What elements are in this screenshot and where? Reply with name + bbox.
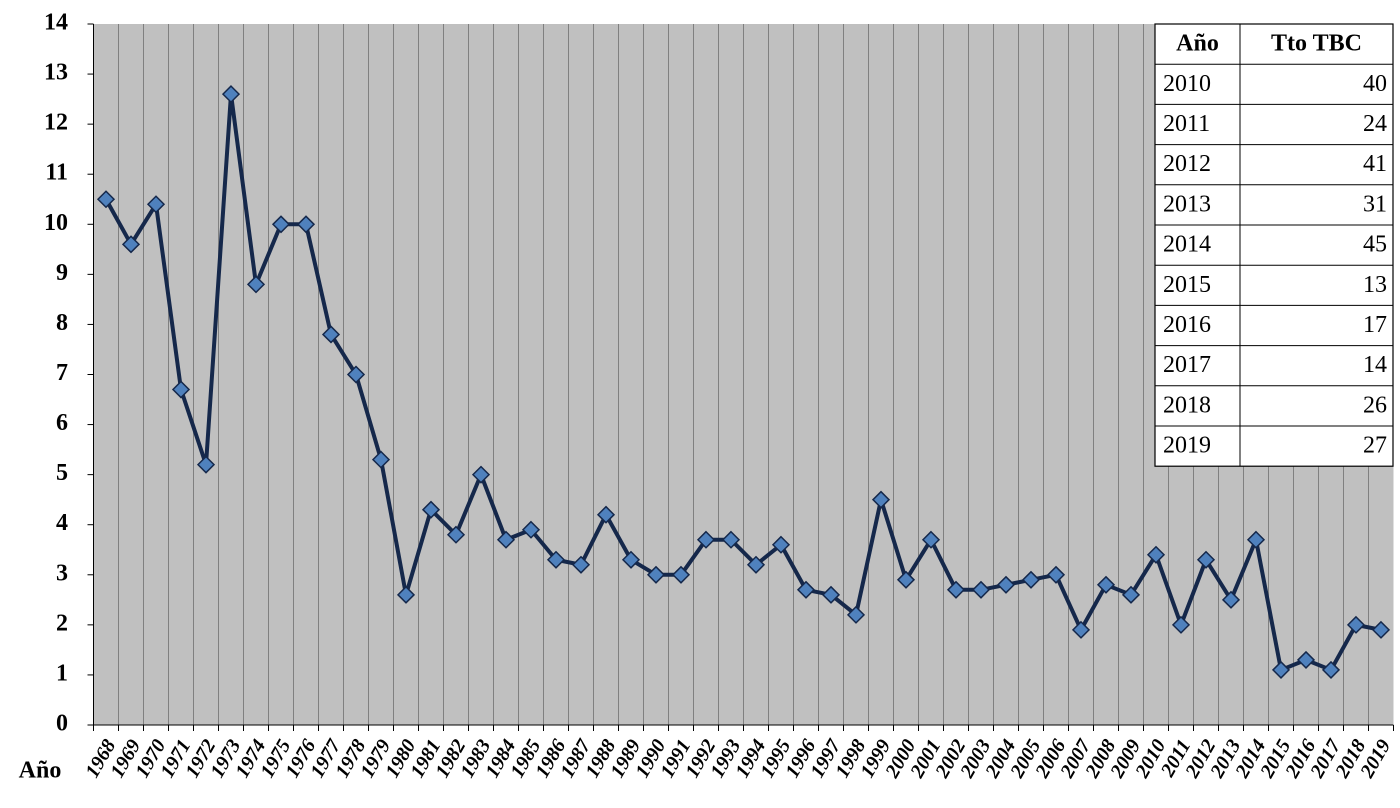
table-header: Tto TBC [1271,31,1362,57]
data-marker [1071,620,1091,639]
data-marker [371,450,391,469]
table-bg [1154,23,1394,467]
data-marker [1121,585,1141,604]
data-marker [271,215,291,234]
data-marker [1246,530,1266,549]
table-cell: 2019 [1163,433,1211,459]
data-marker [321,325,341,344]
y-tick-label: 12 [44,110,68,136]
table-cell: 17 [1363,312,1387,338]
data-marker [1171,615,1191,634]
table-cell: 31 [1363,191,1387,217]
data-marker [696,530,716,549]
data-marker [446,525,466,544]
data-marker [1271,660,1291,679]
data-marker [421,500,441,519]
data-marker [121,235,141,254]
data-marker [1146,545,1166,564]
y-tick-label: 4 [56,510,68,536]
data-marker [971,580,991,599]
table-cell: 2012 [1163,151,1211,177]
data-marker [546,550,566,569]
data-marker [646,565,666,584]
data-marker [921,530,941,549]
y-tick-label: 0 [56,711,68,737]
table-cell: 26 [1363,392,1387,418]
data-marker [1221,590,1241,609]
data-marker [521,520,541,539]
data-line [104,92,1382,672]
data-marker [996,575,1016,594]
data-marker [846,605,866,624]
y-tick-label: 14 [44,10,68,36]
table-header: Año [1176,31,1219,57]
data-marker [96,190,116,209]
table-cell: 2016 [1163,312,1211,338]
y-tick-label: 11 [45,160,68,186]
data-marker [871,490,891,509]
data-marker [896,570,916,589]
y-tick-label: 8 [56,310,68,336]
data-marker [1296,650,1316,669]
table-cell: 2013 [1163,191,1211,217]
y-tick-label: 10 [44,210,68,236]
x-axis-title: Año [19,758,62,784]
data-marker [471,465,491,484]
table-cell: 45 [1363,232,1387,258]
y-tick-label: 5 [56,460,68,486]
data-marker [596,505,616,524]
table-cell: 2017 [1163,352,1211,378]
table-cell: 40 [1363,71,1387,97]
data-marker [1021,570,1041,589]
data-marker [296,215,316,234]
data-marker [671,565,691,584]
table-cell: 2018 [1163,392,1211,418]
y-tick-label: 13 [44,60,68,86]
data-marker [196,455,216,474]
y-tick-label: 1 [56,660,68,686]
data-marker [346,365,366,384]
data-marker [946,580,966,599]
y-tick-label: 7 [56,360,68,386]
data-marker [746,555,766,574]
y-tick-label: 2 [56,610,68,636]
table-cell: 2010 [1163,71,1211,97]
y-tick-label: 3 [56,560,68,586]
data-marker [246,275,266,294]
table-cell: 27 [1363,433,1387,459]
data-marker [1371,620,1391,639]
data-marker [1196,550,1216,569]
y-tick-label: 6 [56,410,68,436]
data-marker [396,585,416,604]
y-tick-label: 9 [56,260,68,286]
data-marker [1346,615,1366,634]
data-marker [771,535,791,554]
data-marker [721,530,741,549]
table-cell: 41 [1363,151,1387,177]
data-marker [821,585,841,604]
data-marker [1046,565,1066,584]
table-cell: 14 [1363,352,1387,378]
table-cell: 13 [1363,272,1387,298]
data-marker [171,380,191,399]
data-marker [621,550,641,569]
data-marker [496,530,516,549]
data-marker [796,580,816,599]
table-cell: 24 [1363,111,1387,137]
table-cell: 2014 [1163,232,1211,258]
data-marker [1096,575,1116,594]
data-marker [571,555,591,574]
data-marker [221,85,241,104]
table-cell: 2015 [1163,272,1211,298]
table-cell: 2011 [1163,111,1210,137]
data-marker [146,195,166,214]
data-marker [1321,660,1341,679]
